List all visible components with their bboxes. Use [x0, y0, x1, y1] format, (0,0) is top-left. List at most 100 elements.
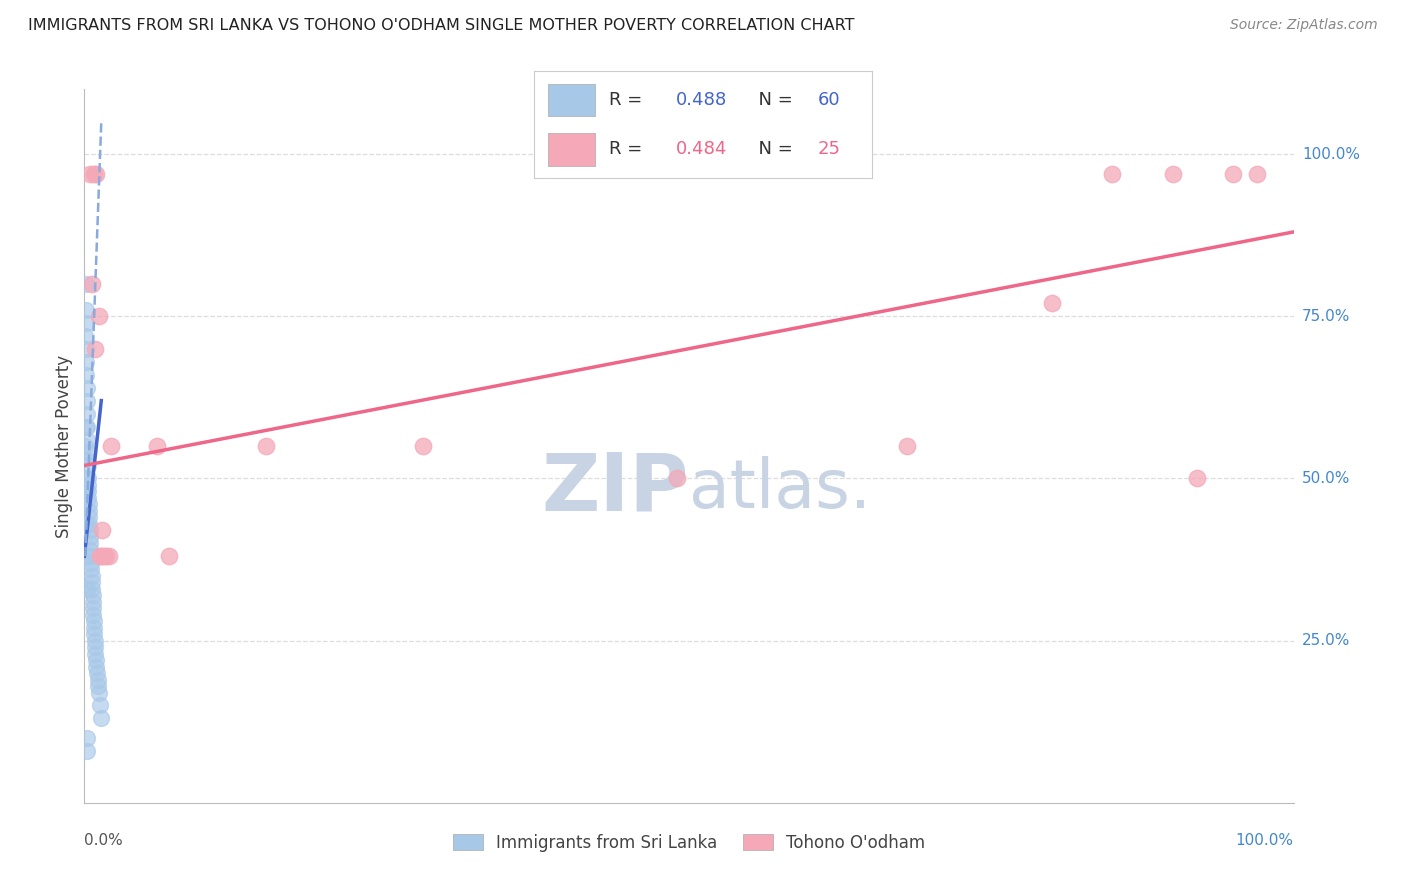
Point — [254, 439, 277, 453]
Point — [665, 471, 688, 485]
Point — [76, 393, 98, 408]
Text: 75.0%: 75.0% — [1302, 309, 1350, 324]
Point — [76, 549, 98, 564]
Point — [84, 653, 107, 667]
Point — [896, 439, 918, 453]
Point — [1040, 296, 1063, 310]
Point — [146, 439, 169, 453]
Point — [83, 167, 105, 181]
Point — [76, 458, 98, 473]
Point — [79, 524, 101, 538]
Point — [75, 516, 97, 531]
Point — [79, 516, 101, 531]
Point — [82, 588, 104, 602]
Point — [80, 556, 103, 570]
Point — [84, 342, 107, 356]
Text: 25: 25 — [818, 141, 841, 159]
Point — [1222, 167, 1244, 181]
Point — [75, 452, 97, 467]
Point — [75, 419, 97, 434]
Text: 0.0%: 0.0% — [84, 833, 124, 848]
Point — [82, 601, 104, 615]
Point — [1101, 167, 1123, 181]
Point — [100, 439, 122, 453]
Text: N =: N = — [747, 91, 799, 109]
Point — [89, 549, 111, 564]
Point — [94, 549, 117, 564]
Point — [157, 549, 180, 564]
Point — [75, 439, 97, 453]
Point — [80, 575, 103, 590]
Point — [75, 316, 97, 330]
Bar — [548, 134, 595, 166]
Point — [80, 562, 103, 576]
Point — [79, 542, 101, 557]
Point — [77, 484, 100, 499]
Text: 25.0%: 25.0% — [1302, 633, 1350, 648]
Point — [79, 530, 101, 544]
Point — [83, 621, 105, 635]
Point — [86, 673, 108, 687]
Point — [76, 381, 98, 395]
Point — [87, 685, 110, 699]
Point — [77, 497, 100, 511]
Point — [87, 310, 110, 324]
Text: 100.0%: 100.0% — [1302, 146, 1360, 161]
Text: N =: N = — [747, 141, 799, 159]
Point — [90, 711, 112, 725]
Text: 0.488: 0.488 — [676, 91, 727, 109]
Point — [80, 277, 103, 291]
Point — [76, 731, 98, 745]
Point — [75, 328, 97, 343]
Point — [86, 659, 108, 673]
Point — [86, 666, 108, 681]
Text: 100.0%: 100.0% — [1236, 833, 1294, 848]
Point — [77, 510, 100, 524]
Text: Source: ZipAtlas.com: Source: ZipAtlas.com — [1230, 18, 1378, 32]
Point — [1246, 167, 1268, 181]
Point — [91, 524, 114, 538]
Point — [75, 342, 97, 356]
Point — [83, 627, 105, 641]
Point — [75, 368, 97, 382]
Point — [76, 419, 98, 434]
Point — [79, 549, 101, 564]
Point — [75, 471, 97, 485]
Text: R =: R = — [609, 141, 648, 159]
Point — [77, 504, 100, 518]
Point — [75, 354, 97, 368]
Point — [75, 484, 97, 499]
Point — [82, 607, 104, 622]
Point — [93, 549, 115, 564]
Y-axis label: Single Mother Poverty: Single Mother Poverty — [55, 354, 73, 538]
Text: IMMIGRANTS FROM SRI LANKA VS TOHONO O'ODHAM SINGLE MOTHER POVERTY CORRELATION CH: IMMIGRANTS FROM SRI LANKA VS TOHONO O'OD… — [28, 18, 855, 33]
Point — [90, 549, 112, 564]
Point — [412, 439, 434, 453]
Point — [76, 744, 98, 758]
Point — [77, 471, 100, 485]
Legend: Immigrants from Sri Lanka, Tohono O'odham: Immigrants from Sri Lanka, Tohono O'odha… — [446, 828, 932, 859]
Point — [82, 582, 104, 596]
Bar — [548, 84, 595, 116]
Point — [86, 167, 108, 181]
Point — [76, 445, 98, 459]
Point — [97, 549, 120, 564]
Point — [89, 698, 111, 713]
Point — [83, 614, 105, 628]
Text: atlas.: atlas. — [689, 456, 872, 522]
Point — [77, 491, 100, 505]
Point — [84, 647, 107, 661]
Text: 50.0%: 50.0% — [1302, 471, 1350, 486]
Point — [84, 640, 107, 654]
Text: 60: 60 — [818, 91, 841, 109]
Point — [80, 568, 103, 582]
Point — [82, 595, 104, 609]
Point — [76, 407, 98, 421]
Text: ZIP: ZIP — [541, 450, 689, 528]
Point — [75, 277, 97, 291]
Point — [1185, 471, 1208, 485]
Point — [76, 433, 98, 447]
Point — [83, 633, 105, 648]
Point — [87, 679, 110, 693]
Point — [79, 167, 101, 181]
